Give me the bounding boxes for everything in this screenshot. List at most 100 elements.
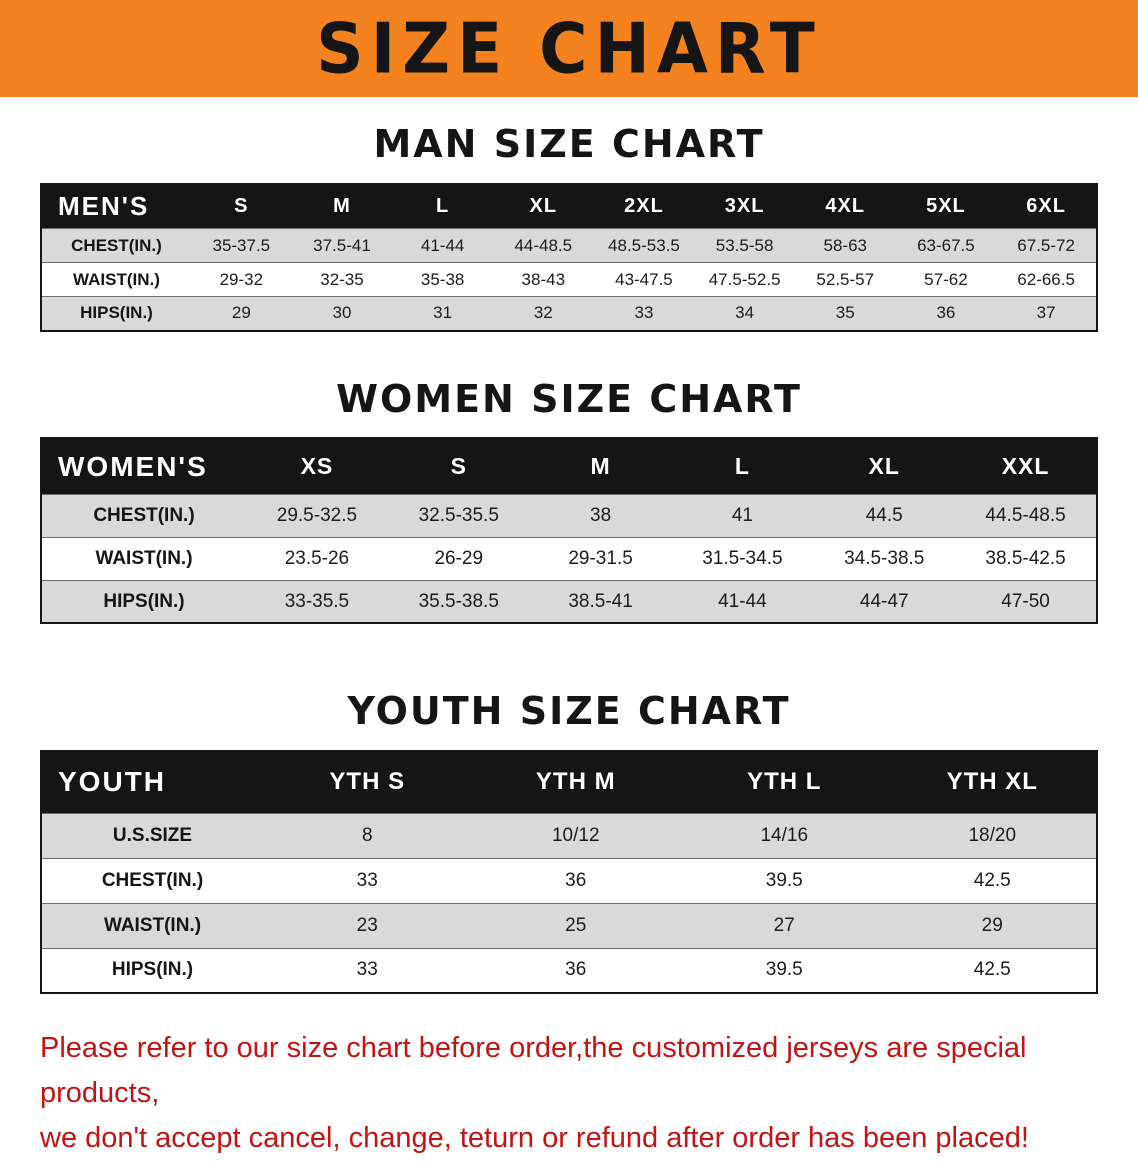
measurement-value-cell: 44-48.5 — [514, 235, 573, 255]
measurement-value-cell: 36 — [936, 303, 956, 323]
measurement-value-cell: 34 — [735, 303, 755, 323]
measurement-value-cell: 14/16 — [760, 824, 809, 846]
measurement-value-cell: 35-38 — [420, 269, 465, 289]
measurement-value-cell: 39.5 — [765, 869, 803, 891]
measurement-value-cell: 37.5-41 — [313, 235, 371, 255]
measurement-value-cell: 29-31.5 — [568, 547, 633, 569]
measurement-value-cell: 29.5-32.5 — [276, 504, 358, 526]
row-label-cell: CHEST(IN.) — [93, 504, 195, 526]
women-size-table: WOMEN'S XS S M L XL XXL CHEST(IN.) 29.5-32.5 32.5… — [40, 437, 1098, 625]
size-column-header: XL — [492, 183, 594, 229]
measurement-value-cell: 44.5-48.5 — [985, 504, 1066, 526]
table-title-cell: WOMEN'S — [41, 438, 246, 495]
measurement-value-cell: 29-32 — [219, 269, 264, 289]
measurement-value-cell: 62-66.5 — [1017, 269, 1075, 289]
measurement-row: HIPS(IN.) 29 30 31 32 33 34 35 36 37 — [41, 296, 1097, 331]
measurement-value-cell: 41-44 — [718, 590, 767, 612]
measurement-value-cell: 63-67.5 — [917, 235, 975, 255]
measurement-value-cell: 33 — [356, 869, 378, 891]
measurement-value-cell: 41 — [731, 504, 753, 526]
table-header-row: MEN'S S M L XL 2XL 3XL 4XL 5XL 6XL — [41, 183, 1097, 229]
order-notice: Please refer to our size chart before or… — [40, 1026, 1098, 1161]
measurement-row: CHEST(IN.) 35-37.5 37.5-41 41-44 44-48.5 48.5… — [41, 228, 1097, 263]
measurement-value-cell: 10/12 — [551, 824, 600, 846]
row-label-cell: CHEST(IN.) — [71, 235, 162, 255]
measurement-value-cell: 35 — [835, 303, 855, 323]
size-column-header: L — [671, 438, 814, 495]
measurement-row: CHEST(IN.) 33 36 39.5 42.5 — [41, 858, 1097, 904]
size-column-header: YTH XL — [888, 751, 1097, 814]
measurement-value-cell: 47.5-52.5 — [708, 269, 781, 289]
size-column-header: S — [191, 183, 292, 229]
measurement-value-cell: 41-44 — [420, 235, 465, 255]
row-label-cell: U.S.SIZE — [112, 824, 193, 846]
size-column-header: 6XL — [996, 183, 1097, 229]
size-column-header: YTH S — [263, 751, 472, 814]
measurement-value-cell: 32 — [533, 303, 553, 323]
measurement-value-cell: 36 — [565, 869, 587, 891]
size-column-header: XL — [813, 438, 956, 495]
measurement-value-cell: 43-47.5 — [615, 269, 673, 289]
measurement-value-cell: 37 — [1036, 303, 1056, 323]
measurement-value-cell: 48.5-53.5 — [608, 235, 680, 255]
size-column-header: 4XL — [794, 183, 896, 229]
measurement-value-cell: 44.5 — [865, 504, 903, 526]
measurement-value-cell: 52.5-57 — [816, 269, 875, 289]
size-column-header: S — [387, 438, 530, 495]
row-label-cell: WAIST(IN.) — [73, 269, 160, 289]
measurement-value-cell: 44-47 — [859, 590, 909, 612]
measurement-value-cell: 27 — [773, 914, 795, 936]
row-label-cell: HIPS(IN.) — [111, 959, 194, 981]
measurement-value-cell: 30 — [332, 303, 352, 323]
measurement-value-cell: 38-43 — [521, 269, 566, 289]
size-column-header: 3XL — [694, 183, 795, 229]
men-size-table: MEN'S S M L XL 2XL 3XL 4XL 5XL 6XL CHEST(IN.) 35-37… — [40, 182, 1098, 332]
banner: SIZE CHART — [0, 0, 1138, 97]
measurement-value-cell: 35-37.5 — [212, 235, 271, 255]
measurement-value-cell: 42.5 — [973, 869, 1011, 891]
measurement-value-cell: 58-63 — [823, 235, 867, 255]
notice-line-2: we don't accept cancel, change, teturn o… — [40, 1121, 1029, 1154]
men-section-heading: MAN SIZE CHART — [373, 122, 765, 166]
measurement-value-cell: 31 — [433, 303, 453, 323]
measurement-value-cell: 67.5-72 — [1017, 235, 1075, 255]
measurement-value-cell: 38.5-41 — [568, 590, 633, 612]
size-column-header: XXL — [955, 438, 1097, 495]
measurement-value-cell: 32.5-35.5 — [418, 504, 499, 526]
measurement-value-cell: 26-29 — [434, 547, 484, 569]
row-label-cell: HIPS(IN.) — [80, 303, 153, 323]
measurement-value-cell: 53.5-58 — [715, 235, 774, 255]
measurement-value-cell: 33 — [356, 959, 378, 981]
measurement-row: WAIST(IN.) 23.5-26 26-29 29-31.5 31.5-34.5 34… — [41, 537, 1097, 581]
size-column-header: XS — [246, 438, 388, 495]
measurement-value-cell: 31.5-34.5 — [702, 547, 783, 569]
measurement-value-cell: 29 — [231, 303, 251, 323]
women-size-chart-section: WOMEN SIZE CHART WOMEN'S XS S M L XL XXL CHEST(… — [0, 376, 1138, 625]
row-label-cell: CHEST(IN.) — [101, 869, 204, 891]
measurement-value-cell: 38.5-42.5 — [985, 547, 1066, 569]
size-column-header: 2XL — [593, 183, 695, 229]
row-label-cell: HIPS(IN.) — [103, 590, 185, 612]
table-title-cell: MEN'S — [41, 183, 191, 229]
measurement-value-cell: 32-35 — [320, 269, 364, 289]
measurement-value-cell: 39.5 — [765, 959, 803, 981]
size-column-header: YTH L — [680, 751, 889, 814]
size-column-header: 5XL — [895, 183, 997, 229]
measurement-row: HIPS(IN.) 33-35.5 35.5-38.5 38.5-41 41-44 44-… — [41, 580, 1097, 624]
women-section-heading: WOMEN SIZE CHART — [336, 376, 802, 421]
youth-size-table: YOUTH YTH S YTH M YTH L YTH XL U.S.SIZE 8 10/12… — [40, 750, 1098, 995]
measurement-row: WAIST(IN.) 23 25 27 29 — [41, 903, 1097, 949]
table-header-row: WOMEN'S XS S M L XL XXL — [41, 438, 1097, 495]
youth-section-heading: YOUTH SIZE CHART — [347, 689, 791, 734]
measurement-value-cell: 35.5-38.5 — [418, 590, 499, 612]
measurement-value-cell: 23.5-26 — [284, 547, 350, 569]
measurement-value-cell: 34.5-38.5 — [844, 547, 925, 569]
measurement-value-cell: 38 — [590, 504, 612, 526]
measurement-row: HIPS(IN.) 33 36 39.5 42.5 — [41, 948, 1097, 994]
row-label-cell: WAIST(IN.) — [95, 547, 193, 569]
measurement-value-cell: 33 — [634, 303, 654, 323]
size-column-header: YTH M — [471, 751, 680, 814]
measurement-value-cell: 33-35.5 — [284, 590, 350, 612]
table-title-cell: YOUTH — [41, 751, 263, 814]
measurement-value-cell: 47-50 — [1001, 590, 1050, 612]
